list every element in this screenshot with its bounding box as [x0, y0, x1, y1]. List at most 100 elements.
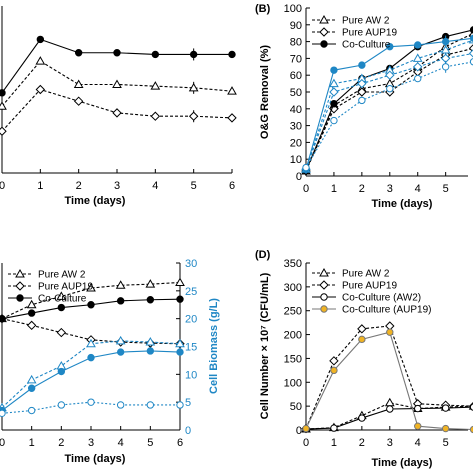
x-axis-label: Time (days): [65, 453, 126, 465]
legend-marker: [319, 14, 329, 24]
data-point: [116, 297, 125, 305]
data-point: [386, 84, 394, 93]
legend-label: Pure AW 2: [38, 270, 86, 281]
data-point: [0, 101, 7, 110]
data-point: [86, 283, 96, 292]
data-point: [175, 338, 185, 348]
data-point: [26, 320, 37, 331]
data-point: [57, 401, 66, 409]
legend-label: Co-Culture (AUP19): [342, 305, 431, 316]
data-point: [146, 347, 155, 355]
data-point: [36, 35, 45, 44]
data-point: [112, 79, 122, 88]
legend-marker: [15, 268, 25, 278]
data-point: [35, 56, 46, 65]
data-point: [115, 335, 126, 345]
panel-label: (D): [255, 249, 271, 261]
data-point: [469, 403, 473, 411]
legend-label: Pure AUP19: [342, 28, 397, 39]
data-point: [358, 96, 366, 105]
legend-marker: [319, 280, 329, 290]
data-point: [358, 414, 366, 422]
data-point: [26, 299, 37, 309]
data-point: [35, 84, 46, 95]
x-tick-label: 2: [58, 437, 64, 449]
y-tick-label: 60: [290, 70, 302, 82]
x-axis-label: Time (days): [372, 198, 433, 210]
data-point: [330, 366, 338, 375]
x-tick-label: 1: [331, 183, 337, 195]
y-axis-label: Cell Number × 10⁷ (CFU/mL): [259, 272, 271, 419]
x-tick-label: 4: [118, 437, 124, 449]
y-tick-label: 50: [290, 87, 302, 99]
legend-label: Co-Culture (AW2): [342, 293, 421, 304]
plot-area: [0, 35, 237, 136]
chart-panel-0: 0 1 2 3 4 5 6 Time (days): [0, 6, 237, 207]
y-axis-label: O&G Removal (%): [259, 45, 271, 139]
data-point: [386, 42, 394, 51]
data-point: [330, 100, 338, 108]
x-tick-label: 2: [359, 183, 365, 195]
data-point: [0, 89, 6, 97]
x-tick-label: 5: [191, 180, 197, 192]
y-tick-label: 300: [284, 282, 302, 294]
data-point: [74, 49, 83, 57]
data-point: [330, 66, 338, 74]
y-tick-label: 40: [290, 104, 302, 116]
x-tick-label: 5: [443, 183, 449, 195]
legend-label: Pure AW 2: [342, 269, 390, 280]
y-tick-label: 15: [185, 342, 197, 354]
data-point: [441, 63, 450, 71]
legend-marker: [15, 281, 25, 291]
data-point: [414, 404, 422, 413]
x-axis-label: Time (days): [65, 195, 126, 207]
x-tick-label: 6: [177, 437, 183, 449]
y-tick-label: 50: [290, 401, 302, 413]
x-tick-label: 3: [387, 437, 393, 449]
data-point: [228, 50, 236, 59]
data-point: [330, 116, 338, 125]
data-point: [385, 70, 395, 80]
x-tick-label: 0: [303, 437, 309, 449]
data-point: [150, 111, 161, 121]
y-tick-label: 0: [296, 425, 302, 437]
y-tick-label: 200: [284, 330, 302, 342]
legend-label: Pure AUP19: [342, 281, 397, 292]
data-point: [0, 314, 6, 323]
x-tick-label: 3: [387, 183, 393, 195]
x-tick-label: 4: [415, 437, 421, 449]
legend-marker: [320, 305, 328, 313]
y-tick-label: 10: [185, 369, 197, 381]
data-point: [57, 303, 66, 312]
data-point: [357, 324, 367, 334]
x-tick-label: 2: [359, 437, 365, 449]
y-tick-label: 5: [185, 397, 191, 409]
data-point: [358, 61, 366, 69]
data-point: [27, 384, 36, 392]
data-point: [386, 405, 394, 413]
data-point: [112, 108, 122, 118]
legend-marker: [319, 27, 329, 37]
y-tick-label: 0: [296, 171, 302, 183]
data-point: [113, 49, 121, 57]
data-point: [414, 41, 422, 49]
data-point: [87, 353, 95, 362]
data-point: [302, 163, 310, 172]
x-tick-label: 2: [76, 180, 82, 192]
y-tick-label: 100: [284, 3, 302, 15]
data-point: [56, 291, 67, 300]
data-point: [384, 397, 395, 407]
data-point: [145, 279, 156, 288]
data-point: [227, 113, 237, 123]
data-point: [441, 404, 450, 412]
legend-marker: [16, 294, 24, 302]
y-tick-label: 10: [290, 154, 302, 166]
x-tick-label: 6: [229, 180, 235, 192]
x-tick-label: 1: [37, 180, 43, 192]
plot-area: [301, 26, 473, 176]
data-point: [188, 111, 199, 121]
data-point: [73, 96, 84, 106]
